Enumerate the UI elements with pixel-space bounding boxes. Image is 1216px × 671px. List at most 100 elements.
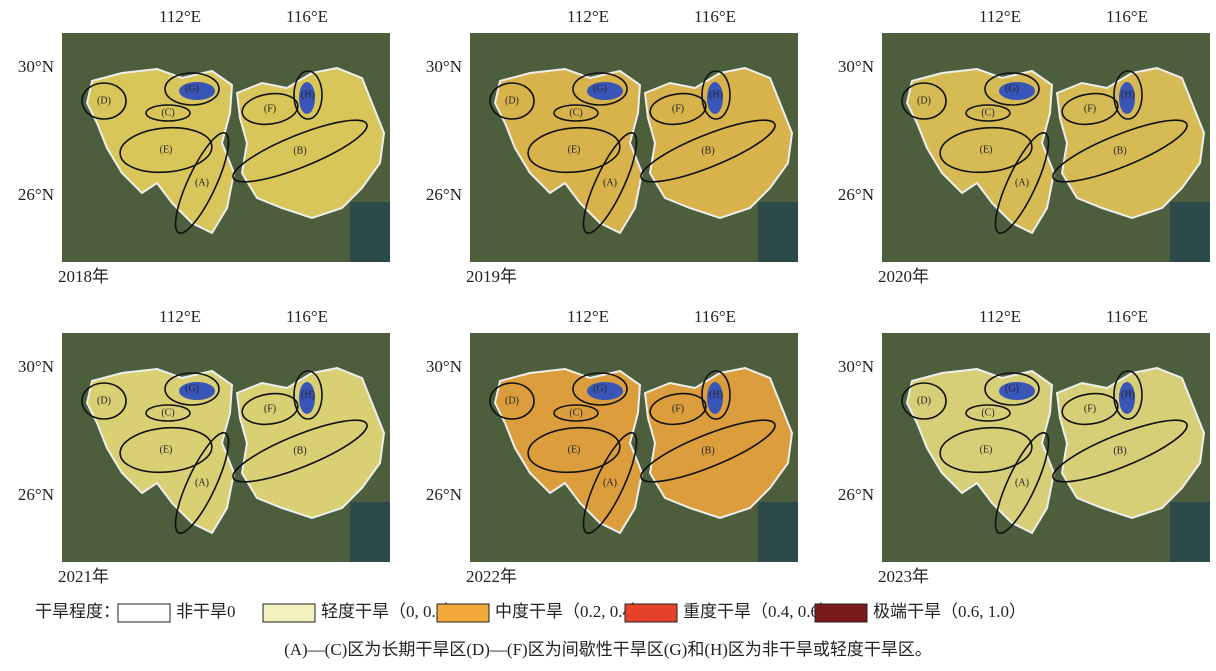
region-label: (E)	[160, 444, 173, 455]
latitude-label: 30°N	[18, 357, 54, 376]
region-label: (G)	[1005, 383, 1019, 394]
region-label: (G)	[593, 83, 607, 94]
latitude-label: 30°N	[18, 57, 54, 76]
region-label: (G)	[185, 83, 199, 94]
sea	[1170, 202, 1210, 262]
region-label: (D)	[917, 95, 931, 106]
map-panel: (A) (B) (C) (D) (E) (F) (G) (H) 112°E 116°E 30°N 26…	[18, 307, 390, 586]
latitude-label: 26°N	[18, 485, 54, 504]
latitude-label: 26°N	[838, 185, 874, 204]
latitude-label: 30°N	[426, 357, 462, 376]
longitude-label: 116°E	[694, 307, 736, 326]
region-label: (H)	[301, 389, 315, 400]
region-label: (D)	[505, 395, 519, 406]
region-label: (D)	[505, 95, 519, 106]
longitude-label: 112°E	[159, 7, 201, 26]
longitude-label: 112°E	[159, 307, 201, 326]
region-label: (F)	[264, 403, 276, 414]
legend-label: 极端干旱（0.6, 1.0）	[873, 602, 1026, 621]
sea	[758, 202, 798, 262]
region-label: (G)	[593, 383, 607, 394]
legend-swatch	[263, 604, 315, 622]
legend-swatch	[437, 604, 489, 622]
legend-swatch	[815, 604, 867, 622]
map-panel: (A) (B) (C) (D) (E) (F) (G) (H) 112°E 116°E 30°N 26…	[838, 307, 1210, 586]
region-label: (A)	[195, 177, 209, 188]
region-label: (B)	[1113, 445, 1126, 456]
region-label: (A)	[1015, 177, 1029, 188]
region-label: (D)	[917, 395, 931, 406]
region-label: (G)	[185, 383, 199, 394]
caption: (A)—(C)区为长期干旱区(D)—(F)区为间歇性干旱区(G)和(H)区为非干…	[284, 640, 932, 659]
latitude-label: 30°N	[838, 57, 874, 76]
year-label: 2018年	[58, 267, 109, 286]
region-label: (H)	[1121, 389, 1135, 400]
legend-swatch	[118, 604, 170, 622]
year-label: 2022年	[466, 567, 517, 586]
region-label: (B)	[1113, 145, 1126, 156]
region-label: (E)	[568, 144, 581, 155]
region-label: (C)	[569, 107, 582, 118]
longitude-label: 112°E	[567, 7, 609, 26]
region-label: (C)	[161, 107, 174, 118]
legend-label: 非干旱0	[176, 602, 236, 621]
legend-label: 重度干旱（0.4, 0.6）	[683, 602, 836, 621]
region-label: (F)	[264, 103, 276, 114]
longitude-label: 112°E	[979, 7, 1021, 26]
region-label: (A)	[195, 477, 209, 488]
legend-title: 干旱程度：	[35, 602, 120, 621]
region-label: (H)	[301, 89, 315, 100]
latitude-label: 26°N	[18, 185, 54, 204]
figure: (A) (B) (C) (D) (E) (F) (G) (H) 112°E 116°E 30°N 26…	[0, 0, 1216, 671]
region-label: (B)	[293, 445, 306, 456]
region-label: (A)	[1015, 477, 1029, 488]
longitude-label: 112°E	[567, 307, 609, 326]
region-label: (B)	[293, 145, 306, 156]
region-label: (E)	[160, 144, 173, 155]
map-panel: (A) (B) (C) (D) (E) (F) (G) (H) 112°E 116°E 30°N 26…	[838, 7, 1210, 286]
longitude-label: 116°E	[1106, 307, 1148, 326]
sea	[1170, 502, 1210, 562]
region-label: (A)	[603, 477, 617, 488]
year-label: 2019年	[466, 267, 517, 286]
region-label: (D)	[97, 395, 111, 406]
legend-swatch	[625, 604, 677, 622]
year-label: 2021年	[58, 567, 109, 586]
region-label: (H)	[709, 389, 723, 400]
longitude-label: 116°E	[694, 7, 736, 26]
region-label: (F)	[672, 403, 684, 414]
region-label: (F)	[1084, 403, 1096, 414]
region-label: (C)	[981, 407, 994, 418]
latitude-label: 26°N	[838, 485, 874, 504]
longitude-label: 116°E	[1106, 7, 1148, 26]
region-label: (H)	[709, 89, 723, 100]
region-label: (E)	[980, 444, 993, 455]
region-label: (H)	[1121, 89, 1135, 100]
latitude-label: 26°N	[426, 185, 462, 204]
sea	[350, 502, 390, 562]
sea	[350, 202, 390, 262]
region-label: (B)	[701, 445, 714, 456]
year-label: 2023年	[878, 567, 929, 586]
longitude-label: 112°E	[979, 307, 1021, 326]
year-label: 2020年	[878, 267, 929, 286]
region-label: (C)	[161, 407, 174, 418]
latitude-label: 26°N	[426, 485, 462, 504]
longitude-label: 116°E	[286, 307, 328, 326]
region-label: (E)	[980, 144, 993, 155]
sea	[758, 502, 798, 562]
latitude-label: 30°N	[838, 357, 874, 376]
region-label: (F)	[1084, 103, 1096, 114]
region-label: (D)	[97, 95, 111, 106]
map-panel: (A) (B) (C) (D) (E) (F) (G) (H) 112°E 116°E 30°N 26…	[18, 7, 390, 286]
region-label: (C)	[981, 107, 994, 118]
region-label: (C)	[569, 407, 582, 418]
region-label: (A)	[603, 177, 617, 188]
region-label: (F)	[672, 103, 684, 114]
region-label: (E)	[568, 444, 581, 455]
map-panel: (A) (B) (C) (D) (E) (F) (G) (H) 112°E 116°E 30°N 26…	[426, 307, 798, 586]
longitude-label: 116°E	[286, 7, 328, 26]
region-label: (B)	[701, 145, 714, 156]
region-label: (G)	[1005, 83, 1019, 94]
